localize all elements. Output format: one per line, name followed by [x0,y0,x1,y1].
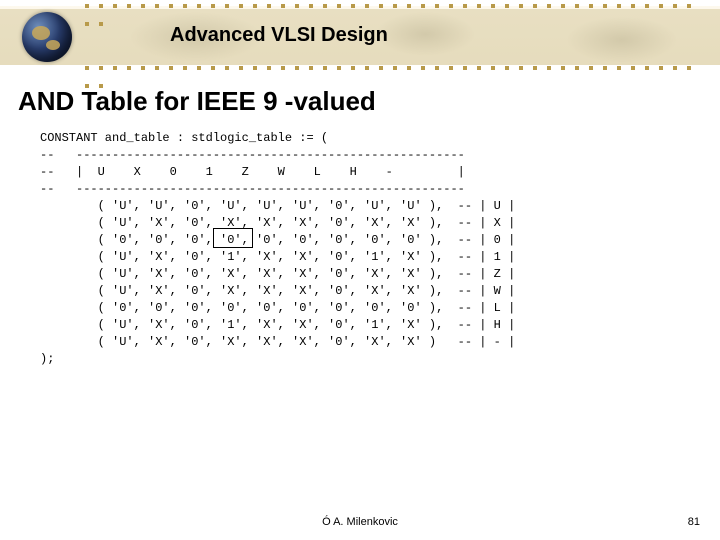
table-row: ( 'U', 'U', '0', 'U', 'U', 'U', '0', 'U'… [40,199,515,213]
course-title: Advanced VLSI Design [170,24,388,47]
table-row: ( '0', '0', '0', '0', '0', '0', '0', '0'… [40,233,515,247]
code-sep-mid: -- -------------------------------------… [40,182,465,196]
page-number: 81 [688,516,700,528]
code-closing: ); [40,352,54,366]
code-column-header: -- | U X 0 1 Z W L H - | [40,165,465,179]
code-declaration: CONSTANT and_table : stdlogic_table := ( [40,131,328,145]
globe-icon [22,12,72,62]
slide-title: AND Table for IEEE 9 -valued [18,86,376,117]
vhdl-code-block: CONSTANT and_table : stdlogic_table := (… [40,130,515,368]
table-row: ( 'U', 'X', '0', 'X', 'X', 'X', '0', 'X'… [40,216,515,230]
table-row: ( 'U', 'X', '0', 'X', 'X', 'X', '0', 'X'… [40,284,515,298]
table-row: ( 'U', 'X', '0', 'X', 'X', 'X', '0', 'X'… [40,335,515,349]
header-dots-top [85,4,710,8]
header-map-texture [65,8,720,66]
table-row: ( 'U', 'X', '0', 'X', 'X', 'X', '0', 'X'… [40,267,515,281]
table-row: ( '0', '0', '0', '0', '0', '0', '0', '0'… [40,301,515,315]
code-sep-top: -- -------------------------------------… [40,148,465,162]
table-row: ( 'U', 'X', '0', '1', 'X', 'X', '0', '1'… [40,250,515,264]
header-dots-bottom [85,66,710,70]
footer-author: Ó A. Milenkovic [0,516,720,528]
table-row: ( 'U', 'X', '0', '1', 'X', 'X', '0', '1'… [40,318,515,332]
